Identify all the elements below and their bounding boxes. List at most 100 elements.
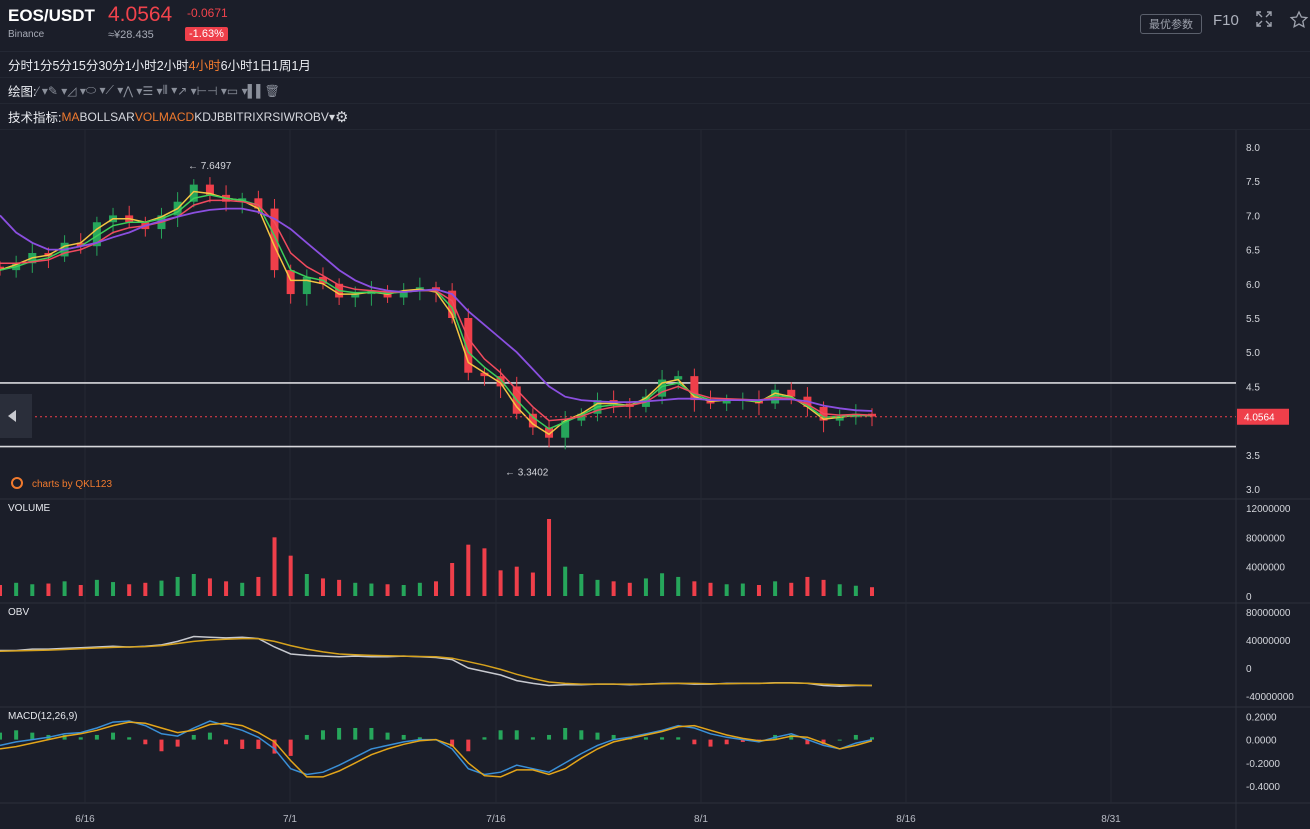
- measure-tool-icon[interactable]: ⊢⊣ ▾: [196, 83, 227, 98]
- volume-bar[interactable]: [708, 582, 713, 596]
- volume-bar[interactable]: [401, 585, 406, 596]
- volume-bar[interactable]: [482, 548, 487, 596]
- volume-bar[interactable]: [256, 576, 261, 596]
- macd-histogram-bar[interactable]: [498, 730, 503, 740]
- volume-bar[interactable]: [773, 581, 778, 596]
- macd-histogram-bar[interactable]: [191, 734, 196, 740]
- volume-bar[interactable]: [821, 579, 826, 596]
- timeframe-tab-4[interactable]: 30分: [98, 59, 125, 73]
- volume-bar[interactable]: [0, 585, 2, 596]
- macd-histogram-bar[interactable]: [159, 739, 164, 752]
- candle-body[interactable]: [286, 270, 295, 295]
- macd-histogram-bar[interactable]: [579, 730, 584, 740]
- volume-bar[interactable]: [789, 582, 794, 596]
- macd-histogram-bar[interactable]: [853, 734, 858, 740]
- volume-bar[interactable]: [127, 584, 132, 596]
- volume-bar[interactable]: [46, 583, 51, 596]
- volume-bar[interactable]: [692, 581, 697, 596]
- macd-histogram-bar[interactable]: [660, 737, 665, 740]
- volume-bar[interactable]: [498, 570, 503, 596]
- volume-bar[interactable]: [159, 580, 164, 596]
- volume-bar[interactable]: [756, 585, 761, 596]
- macd-histogram-bar[interactable]: [870, 737, 874, 740]
- volume-bar[interactable]: [627, 582, 632, 596]
- indicator-ma[interactable]: MA: [61, 109, 80, 124]
- fullscreen-icon[interactable]: [1253, 10, 1275, 32]
- macd-histogram-bar[interactable]: [450, 739, 455, 747]
- timeframe-tab-5[interactable]: 1小时: [124, 59, 157, 73]
- best-params-button[interactable]: 最优参数: [1140, 14, 1202, 34]
- macd-histogram-bar[interactable]: [676, 737, 681, 740]
- candle-body[interactable]: [448, 290, 457, 318]
- macd-histogram-bar[interactable]: [320, 730, 325, 740]
- macd-histogram-bar[interactable]: [530, 737, 535, 740]
- volume-bar[interactable]: [353, 582, 358, 596]
- candle-body[interactable]: [205, 184, 214, 195]
- candle-body[interactable]: [690, 376, 699, 401]
- volume-bar[interactable]: [30, 584, 35, 596]
- macd-histogram-bar[interactable]: [127, 737, 132, 740]
- macd-histogram-bar[interactable]: [30, 732, 35, 740]
- timeframe-tab-8[interactable]: 6小时: [220, 59, 253, 73]
- ellipse-tool-icon[interactable]: ⬭ ▾: [85, 83, 106, 97]
- macd-histogram-bar[interactable]: [14, 730, 19, 740]
- volume-bar[interactable]: [320, 578, 325, 596]
- candle-body[interactable]: [464, 318, 473, 373]
- volume-bar[interactable]: [643, 578, 648, 596]
- arrow-tool-icon[interactable]: ↗ ▾: [177, 83, 197, 98]
- indicator-dropdown-icon[interactable]: ▾: [328, 109, 335, 124]
- candle-body[interactable]: [480, 372, 489, 377]
- macd-histogram-bar[interactable]: [547, 734, 552, 740]
- candle-body[interactable]: [76, 242, 85, 247]
- star-icon[interactable]: [1288, 10, 1310, 32]
- macd-histogram-bar[interactable]: [724, 739, 729, 745]
- volume-bar[interactable]: [175, 576, 180, 596]
- volume-bar[interactable]: [143, 582, 148, 596]
- indicator-macd[interactable]: MACD: [158, 109, 195, 124]
- candle-body[interactable]: [545, 427, 554, 438]
- indicator-obv[interactable]: OBV: [303, 109, 329, 124]
- volume-bar[interactable]: [530, 572, 535, 596]
- volume-bar[interactable]: [514, 566, 519, 596]
- bar-chart-tool-icon[interactable]: ▌▌: [247, 83, 265, 98]
- volume-bar[interactable]: [853, 585, 858, 596]
- volume-bar[interactable]: [595, 579, 600, 596]
- volume-bar[interactable]: [660, 573, 665, 596]
- timeframe-tab-3[interactable]: 15分: [71, 59, 99, 73]
- indicator-boll[interactable]: BOLL: [79, 109, 111, 124]
- timeframe-tab-11[interactable]: 1月: [291, 59, 311, 73]
- macd-histogram-bar[interactable]: [0, 732, 2, 740]
- timeframe-tab-2[interactable]: 5分: [52, 59, 72, 73]
- volume-bar[interactable]: [304, 574, 309, 596]
- macd-histogram-bar[interactable]: [611, 734, 616, 740]
- macd-histogram-bar[interactable]: [595, 732, 600, 740]
- candle-body[interactable]: [561, 420, 570, 438]
- macd-histogram-bar[interactable]: [805, 739, 810, 745]
- macd-histogram-bar[interactable]: [337, 727, 342, 740]
- volume-bar[interactable]: [62, 581, 67, 596]
- volume-bar[interactable]: [676, 576, 681, 596]
- macd-histogram-bar[interactable]: [837, 739, 842, 741]
- volume-bar[interactable]: [740, 583, 745, 596]
- macd-histogram-bar[interactable]: [563, 727, 568, 740]
- timeframe-tab-9[interactable]: 1日: [252, 59, 272, 73]
- volume-bar[interactable]: [369, 583, 374, 596]
- macd-histogram-bar[interactable]: [417, 737, 422, 740]
- macd-histogram-bar[interactable]: [143, 739, 148, 745]
- volume-bar[interactable]: [272, 537, 277, 596]
- wave-tool-icon[interactable]: ⟋ ▾: [105, 83, 124, 97]
- candle-body[interactable]: [674, 376, 683, 380]
- macd-histogram-bar[interactable]: [369, 727, 374, 740]
- candle-body[interactable]: [351, 294, 360, 298]
- candle-body[interactable]: [0, 266, 4, 271]
- macd-histogram-bar[interactable]: [353, 727, 358, 740]
- chart-area[interactable]: 6/16 7/1 7/16 8/1 8/16 8/31 8.0 7.5 7.0 6.5 6.0 5.5…: [0, 130, 1310, 829]
- fibonacci-tool-icon[interactable]: ☰ ▾: [142, 83, 163, 98]
- settings-gear-icon[interactable]: ⚙: [334, 108, 349, 126]
- macd-histogram-bar[interactable]: [111, 732, 116, 740]
- volume-bar[interactable]: [94, 579, 99, 596]
- line-tool-icon[interactable]: ⁄ ▾: [36, 83, 48, 98]
- volume-bar[interactable]: [224, 581, 229, 596]
- volume-bar[interactable]: [563, 566, 568, 596]
- volume-bar[interactable]: [288, 555, 293, 596]
